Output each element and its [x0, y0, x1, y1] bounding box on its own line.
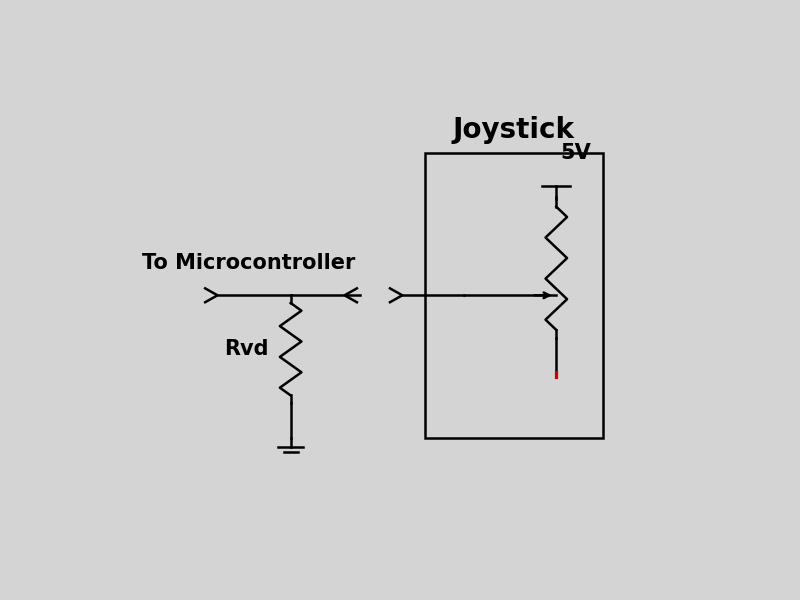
Text: To Microcontroller: To Microcontroller	[142, 253, 355, 273]
Text: Rvd: Rvd	[224, 339, 268, 359]
Text: 5V: 5V	[560, 143, 591, 163]
Bar	[426, 153, 602, 438]
Text: Joystick: Joystick	[453, 116, 575, 144]
